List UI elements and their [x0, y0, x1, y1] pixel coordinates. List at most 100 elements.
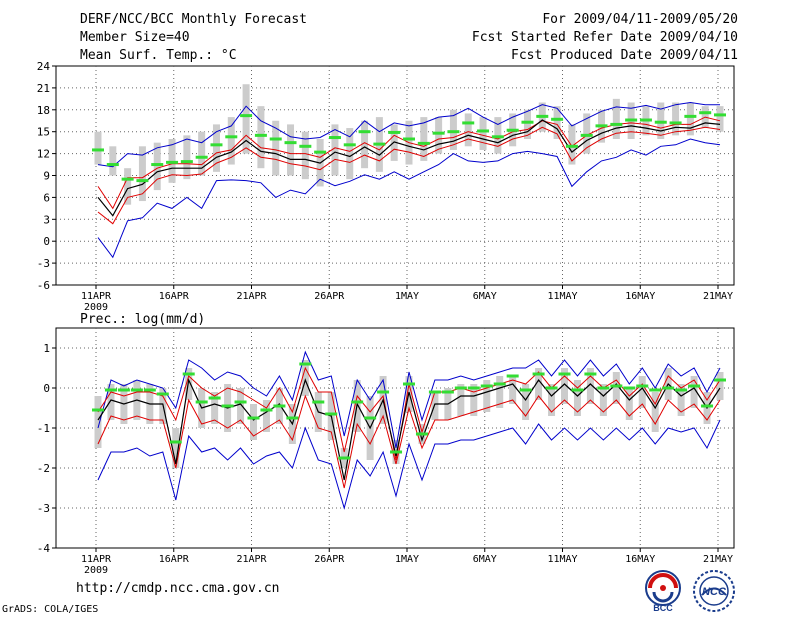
prec-y-tick-label: -4	[37, 542, 51, 555]
temp-climate-mark	[462, 121, 475, 125]
temp-y-tick-label: 0	[43, 235, 50, 248]
temp-x-tick-label: 6MAY	[473, 291, 497, 302]
temp-spread-box	[420, 117, 428, 161]
prec-climate-mark	[312, 400, 325, 404]
temp-spread-box	[301, 131, 309, 180]
temp-spread-box	[287, 124, 295, 176]
temp-spread-box	[479, 117, 487, 150]
prec-climate-mark	[234, 400, 247, 404]
temp-climate-mark	[195, 155, 208, 159]
prec-climate-mark	[597, 386, 610, 390]
prec-y-tick-label: -1	[37, 422, 50, 435]
prec-x-tick-label: 21MAY	[703, 554, 733, 565]
temp-climate-mark	[166, 160, 179, 164]
temp-x-year-label: 2009	[84, 302, 108, 313]
ncc-logo: NCC	[693, 570, 735, 612]
prec-climate-mark	[532, 372, 545, 376]
prec-spread-box	[211, 392, 219, 424]
prec-spread-box	[262, 400, 270, 432]
temp-spread-box	[464, 113, 472, 147]
temp-panel: -6 -3 0 3 6 9 12 15 18 21 24 11APR 16APR 21APR 26APR 1M…	[37, 60, 735, 313]
prec-climate-mark	[117, 388, 130, 392]
prec-climate-mark	[260, 408, 273, 412]
prec-climate-mark	[701, 404, 714, 408]
prec-x-tick-label: 6MAY	[473, 554, 497, 565]
temp-spread-box	[272, 120, 280, 176]
prec-spread-box	[561, 368, 568, 404]
temp-climate-mark	[225, 135, 238, 139]
prec-spread-box	[483, 380, 491, 412]
prec-series-mean-line	[97, 377, 721, 481]
prec-spread-box	[522, 384, 530, 420]
temp-climate-mark	[343, 143, 356, 147]
prec-spread-box	[548, 384, 556, 416]
prec-climate-mark	[649, 388, 662, 392]
prec-climate-mark	[480, 384, 493, 388]
temp-x-tick-label: 11APR	[81, 291, 112, 302]
temp-spread-box	[523, 109, 531, 139]
temp-spread-box	[138, 146, 146, 202]
temp-climate-mark	[388, 130, 401, 134]
temp-climate-mark	[284, 141, 297, 145]
prec-climate-mark	[364, 416, 377, 420]
temp-x-tick-label: 16APR	[159, 291, 190, 302]
temp-spread-box	[331, 124, 339, 176]
prec-climate-mark	[143, 388, 156, 392]
forecast-produced-date: Fcst Produced Date 2009/04/11	[511, 48, 738, 63]
temp-spread-box	[686, 102, 694, 136]
prec-spread-box	[107, 384, 115, 420]
chart-title: DERF/NCC/BCC Monthly Forecast	[80, 12, 307, 27]
temp-series-min-line	[97, 138, 721, 259]
temp-spread-box	[242, 84, 250, 154]
prec-spread-box	[250, 404, 257, 440]
prec-y-tick-label: 0	[43, 382, 50, 395]
temp-spread-box	[361, 120, 369, 169]
temp-y-tick-label: 24	[37, 60, 51, 73]
prec-climate-mark	[182, 372, 195, 376]
prec-series-lower-line	[97, 394, 721, 489]
prec-climate-mark	[675, 388, 688, 392]
temp-climate-mark	[491, 135, 504, 139]
prec-climate-mark	[377, 390, 390, 394]
variable-label-prec: Prec.: log(mm/d)	[80, 312, 205, 327]
temp-y-tick-label: 3	[43, 213, 50, 226]
temp-spread-box	[583, 113, 591, 154]
prec-climate-mark	[325, 412, 338, 416]
temp-spread-box	[124, 168, 132, 205]
prec-climate-mark	[714, 378, 726, 382]
temp-climate-mark	[328, 136, 341, 140]
temp-y-tick-label: 18	[37, 104, 50, 117]
prec-climate-mark	[286, 416, 299, 420]
temp-y-tick-label: 21	[37, 82, 50, 95]
prec-climate-mark	[623, 386, 636, 390]
temp-climate-mark	[654, 120, 667, 124]
temp-climate-mark	[699, 111, 712, 115]
prec-spread-box	[599, 384, 607, 416]
prec-spread-box	[638, 376, 646, 408]
prec-series-min-line	[97, 419, 721, 510]
temp-climate-mark	[417, 141, 430, 145]
temp-spread-box	[435, 117, 443, 154]
prec-climate-mark	[338, 456, 351, 460]
temp-climate-mark	[121, 177, 134, 181]
temp-series-lower-line	[97, 126, 721, 225]
prec-climate-mark	[519, 388, 532, 392]
prec-climate-mark	[221, 404, 234, 408]
forecast-start-date: Fcst Started Refer Date 2009/04/10	[471, 30, 738, 45]
prec-x-tick-label: 11APR	[81, 554, 112, 565]
temp-spread-box	[212, 124, 220, 172]
temp-climate-mark	[136, 179, 149, 183]
prec-climate-mark	[428, 390, 441, 394]
temp-climate-mark	[403, 137, 415, 141]
prec-spread-box	[509, 376, 517, 404]
temp-climate-mark	[595, 124, 608, 128]
temp-spread-box	[198, 131, 206, 176]
prec-climate-mark	[195, 400, 208, 404]
temp-spread-box	[346, 128, 354, 180]
temp-climate-mark	[565, 144, 578, 148]
prec-spread-box	[470, 384, 478, 416]
ncc-logo-text: NCC	[702, 586, 727, 598]
source-url: http://cmdp.ncc.cma.gov.cn	[76, 581, 280, 596]
prec-spread-box	[237, 388, 245, 424]
temp-climate-mark	[625, 118, 638, 122]
